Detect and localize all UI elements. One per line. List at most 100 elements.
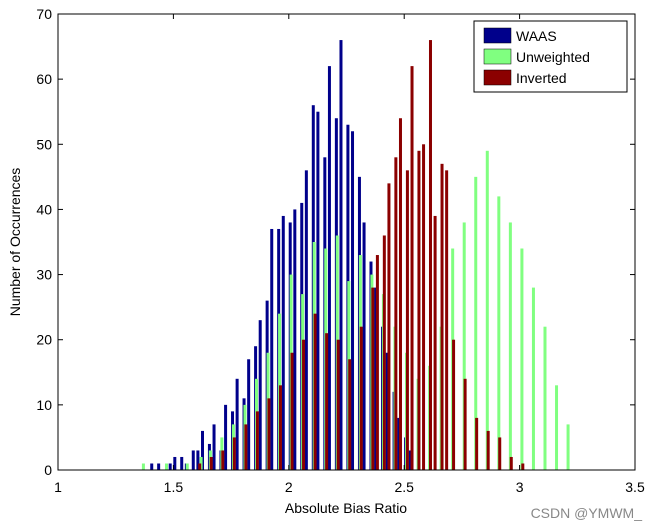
bar-inverted-4: [244, 424, 248, 470]
bar-waas-40: [385, 352, 389, 470]
bars-layer: [141, 40, 570, 471]
bar-waas-20: [270, 228, 274, 470]
bar-unweighted-30: [508, 222, 512, 470]
x-tick-label: 2.5: [394, 479, 414, 495]
bar-inverted-30: [463, 378, 467, 470]
y-tick-label: 30: [36, 267, 52, 283]
bar-inverted-8: [290, 352, 294, 470]
bar-waas-32: [339, 40, 343, 471]
x-tick-label: 3.5: [625, 479, 645, 495]
legend-swatch-waas: [483, 27, 512, 44]
bar-waas-3: [173, 456, 177, 470]
x-tick-label: 1: [54, 479, 62, 495]
bar-inverted-15: [371, 287, 375, 470]
bar-waas-42: [397, 417, 401, 470]
bar-inverted-19: [394, 157, 398, 470]
bar-unweighted-34: [555, 385, 559, 470]
y-axis-title: Number of Occurrences: [7, 168, 23, 317]
bar-waas-30: [327, 66, 331, 471]
y-tick-label: 60: [36, 71, 52, 87]
bar-waas-34: [351, 131, 355, 470]
axes-layer: 1 1.5 2 2.5 3 3.5 0 10 20 30 40 50 60 70: [36, 6, 645, 495]
bar-unweighted-0: [141, 463, 145, 470]
bar-inverted-23: [417, 150, 421, 471]
bar-inverted-26: [433, 215, 437, 470]
bar-waas-26: [304, 170, 308, 470]
bar-waas-7: [196, 450, 200, 470]
bar-inverted-12: [336, 339, 340, 470]
bar-inverted-14: [359, 326, 363, 470]
legend-label-waas: WAAS: [516, 28, 557, 44]
bar-unweighted-27: [474, 176, 478, 471]
bar-waas-22: [281, 215, 285, 470]
bar-inverted-33: [498, 437, 502, 470]
bar-inverted-34: [509, 456, 513, 470]
bar-inverted-24: [422, 144, 426, 471]
bar-waas-28: [316, 111, 320, 471]
x-tick-label: 3: [516, 479, 524, 495]
bar-waas-14: [235, 378, 239, 470]
x-tick-label: 2: [285, 479, 293, 495]
y-tick-label: 20: [36, 332, 52, 348]
legend: WAAS Unweighted Inverted: [473, 20, 628, 93]
bar-waas-16: [247, 359, 251, 470]
y-tick-label: 10: [36, 397, 52, 413]
legend-label-inverted: Inverted: [516, 70, 567, 86]
bar-unweighted-32: [531, 287, 535, 470]
bar-waas-2: [168, 463, 172, 470]
plot-frame: [57, 13, 636, 471]
bar-unweighted-33: [543, 326, 547, 470]
bar-inverted-35: [521, 463, 525, 470]
bar-inverted-20: [398, 118, 402, 470]
bar-inverted-11: [325, 333, 329, 470]
legend-swatch-unweighted: [483, 48, 512, 65]
bar-unweighted-35: [566, 424, 570, 470]
bar-unweighted-29: [497, 196, 501, 470]
bar-inverted-22: [410, 66, 414, 471]
y-tick-label: 40: [36, 201, 52, 217]
bar-inverted-10: [313, 313, 317, 470]
bar-unweighted-31: [520, 248, 524, 470]
bar-waas-38: [374, 287, 378, 470]
bar-inverted-6: [267, 398, 271, 470]
bar-inverted-18: [387, 183, 391, 470]
bar-waas-0: [150, 463, 154, 470]
legend-swatch-inverted: [483, 69, 512, 86]
bar-inverted-13: [348, 359, 352, 470]
bar-waas-4: [180, 456, 184, 470]
bar-inverted-0: [198, 463, 202, 470]
bar-inverted-3: [232, 437, 236, 470]
watermark-text: CSDN @YMWM_: [530, 505, 642, 521]
bar-inverted-25: [428, 40, 432, 471]
bar-inverted-17: [382, 235, 386, 470]
bar-inverted-28: [445, 170, 449, 470]
bar-waas-12: [224, 404, 228, 470]
bar-waas-36: [362, 222, 366, 470]
x-axis-title: Absolute Bias Ratio: [285, 500, 407, 516]
bar-unweighted-1: [164, 463, 168, 470]
bar-unweighted-26: [462, 222, 466, 470]
bar-waas-24: [293, 209, 297, 470]
bar-waas-44: [408, 450, 412, 470]
bar-unweighted-3: [199, 456, 203, 470]
bar-inverted-9: [302, 339, 306, 470]
x-tick-label: 1.5: [164, 479, 184, 495]
bar-inverted-5: [255, 411, 259, 470]
bar-inverted-2: [221, 450, 225, 470]
bar-waas-10: [212, 424, 216, 470]
bar-inverted-29: [452, 339, 456, 470]
legend-label-unweighted: Unweighted: [516, 49, 590, 65]
bar-inverted-27: [440, 163, 444, 470]
bar-unweighted-2: [185, 463, 189, 470]
bar-inverted-7: [278, 385, 282, 470]
bar-waas-18: [258, 320, 262, 470]
y-tick-label: 70: [36, 6, 52, 22]
bar-inverted-32: [486, 430, 490, 470]
y-tick-label: 0: [44, 462, 52, 478]
bar-waas-1: [157, 463, 161, 470]
bar-inverted-31: [475, 417, 479, 470]
bar-unweighted-28: [485, 150, 489, 471]
bar-inverted-16: [375, 255, 379, 470]
bar-inverted-1: [209, 456, 213, 470]
